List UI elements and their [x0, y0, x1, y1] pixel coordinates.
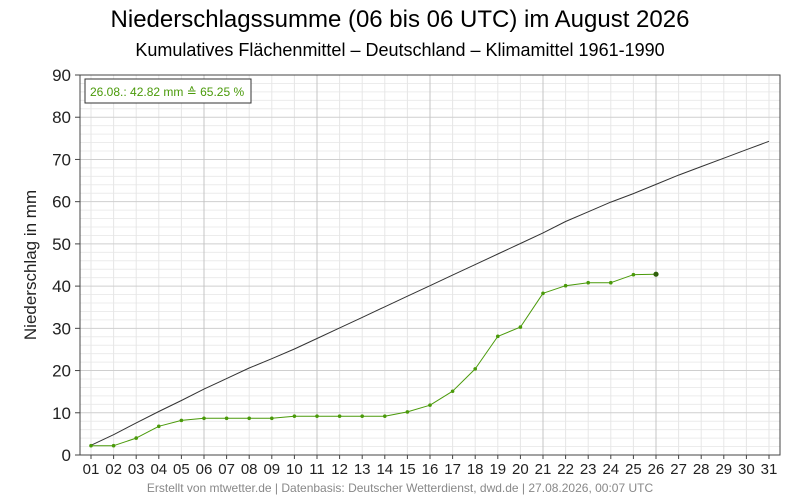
observed-point — [157, 424, 161, 429]
x-tick-label: 28 — [693, 461, 710, 478]
y-tick-label: 20 — [52, 362, 71, 381]
observed-point — [315, 414, 319, 418]
x-tick-label: 05 — [173, 461, 190, 478]
y-tick-label: 70 — [52, 150, 71, 169]
x-tick-label: 29 — [715, 461, 732, 478]
observed-point — [653, 271, 659, 277]
x-tick-label: 18 — [467, 461, 484, 478]
observed-point — [247, 416, 251, 421]
climate-mean-line — [90, 140, 770, 446]
x-tick-label: 31 — [761, 461, 778, 478]
x-tick-label: 06 — [196, 461, 213, 478]
x-tick-label: 03 — [128, 461, 145, 478]
x-tick-label: 23 — [580, 461, 597, 478]
x-tick-label: 04 — [150, 461, 167, 478]
observed-point — [563, 283, 568, 288]
observed-point — [541, 291, 545, 296]
y-tick-label: 60 — [52, 193, 71, 212]
observed-point — [518, 325, 523, 329]
x-tick-label: 22 — [557, 461, 574, 478]
x-tick-label: 30 — [738, 461, 755, 478]
observed-point — [383, 414, 387, 418]
observed-point — [111, 443, 116, 448]
y-axis-label: Niederschlag in mm — [21, 190, 40, 340]
y-axis-ticks: 0 10 20 30 40 50 60 70 80 90 — [52, 66, 80, 465]
y-tick-label: 40 — [52, 277, 71, 296]
x-tick-label: 10 — [286, 461, 303, 478]
observed-point — [224, 416, 229, 421]
x-tick-label: 26 — [648, 461, 665, 478]
x-tick-label: 15 — [399, 461, 416, 478]
observed-point — [89, 443, 93, 448]
x-tick-label: 01 — [83, 461, 100, 478]
y-tick-label: 90 — [52, 66, 71, 85]
x-tick-label: 11 — [309, 461, 325, 478]
observed-point — [609, 280, 613, 285]
observed-point — [405, 410, 410, 414]
footer-credit: Erstellt von mtwetter.de | Datenbasis: D… — [146, 481, 654, 495]
x-tick-label: 16 — [422, 461, 439, 478]
x-tick-label: 19 — [489, 461, 506, 478]
x-tick-label: 13 — [354, 461, 371, 478]
y-tick-label: 80 — [52, 108, 71, 127]
observed-point — [428, 403, 432, 407]
annotation-frame — [84, 78, 252, 104]
series-layer — [89, 140, 770, 448]
observed-point — [586, 280, 590, 285]
observed-point — [134, 436, 138, 440]
chart-title: Niederschlagssumme (06 bis 06 UTC) im Au… — [110, 6, 690, 33]
x-tick-label: 20 — [512, 461, 529, 478]
x-tick-label: 25 — [625, 461, 642, 478]
x-tick-label: 21 — [535, 461, 552, 478]
observed-point — [337, 414, 342, 418]
y-tick-label: 0 — [62, 446, 71, 465]
observed-point — [270, 416, 274, 421]
y-tick-label: 10 — [52, 404, 71, 423]
x-tick-label: 07 — [218, 461, 235, 478]
x-tick-label: 17 — [444, 461, 461, 478]
x-tick-label: 27 — [670, 461, 687, 478]
observed-point — [473, 367, 478, 371]
y-tick-label: 50 — [52, 235, 71, 254]
observed-2026-line — [91, 273, 657, 447]
y-tick-label: 30 — [52, 319, 71, 338]
chart-subtitle: Kumulatives Flächenmittel – Deutschland … — [135, 40, 665, 60]
x-tick-label: 02 — [105, 461, 122, 478]
observed-point — [496, 334, 500, 339]
annotation-text: 26.08.: 42.82 mm ≙ 65.25 % — [90, 85, 244, 99]
annotation-box: 26.08.: 42.82 mm ≙ 65.25 % — [84, 78, 252, 104]
x-tick-label: 09 — [263, 461, 280, 478]
observed-point — [179, 418, 184, 423]
x-tick-label: 08 — [241, 461, 258, 478]
observed-point — [450, 389, 455, 394]
observed-point — [631, 272, 636, 277]
x-axis-ticks: 01 02 03 04 05 06 07 08 09 10 11 12 13 14 15 16 17 18 19 20… — [83, 455, 778, 478]
x-tick-label: 24 — [602, 461, 619, 478]
observed-point — [202, 416, 206, 421]
x-tick-label: 14 — [376, 461, 393, 478]
observed-point — [360, 414, 365, 418]
x-tick-label: 12 — [331, 461, 348, 478]
observed-point — [292, 414, 297, 418]
